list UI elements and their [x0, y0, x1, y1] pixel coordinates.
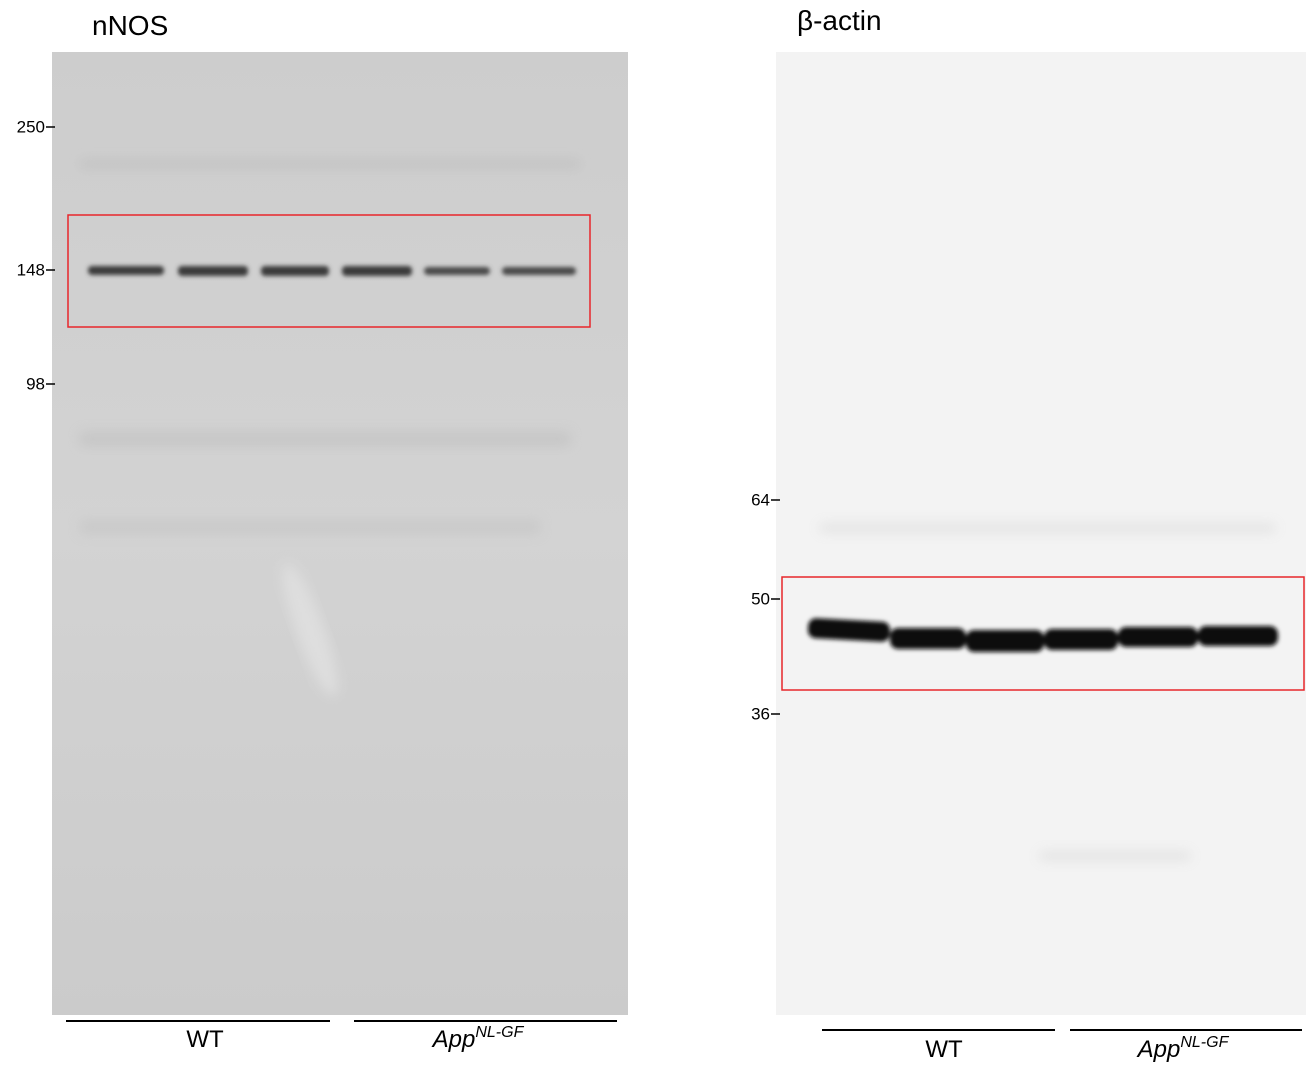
group-label: AppNL-GF: [1136, 1034, 1230, 1063]
highlight-box: [781, 576, 1305, 691]
group-label: WT: [186, 1026, 224, 1053]
panel-title: β-actin: [797, 5, 882, 36]
nnos-bands: [88, 266, 576, 276]
blot: [776, 52, 1306, 1015]
group-label: AppNL-GF: [431, 1024, 525, 1053]
actin-bands: [807, 618, 1278, 652]
panel-title: nNOS: [92, 10, 168, 41]
group-label-main: App: [1136, 1036, 1181, 1063]
group-label: WT: [925, 1036, 963, 1063]
marker-label: 36: [751, 704, 770, 723]
smear: [282, 564, 338, 696]
nnos-panel: nNOS 250 148 98 WT AppNL-GF: [17, 10, 628, 1053]
marker-label: 50: [751, 589, 770, 608]
marker-label: 98: [26, 374, 45, 393]
background-bands: [80, 160, 580, 534]
marker-label: 250: [17, 117, 45, 136]
marker-label: 64: [751, 490, 770, 509]
background-bands: [820, 524, 1275, 860]
highlight-box: [67, 214, 591, 328]
group-label-main: App: [431, 1026, 476, 1053]
group-label-superscript: NL-GF: [475, 1024, 524, 1041]
marker-label: 148: [17, 260, 45, 279]
actin-panel: β-actin 64 50 36 WT AppNL-GF: [751, 5, 1306, 1063]
group-label-superscript: NL-GF: [1180, 1034, 1229, 1051]
